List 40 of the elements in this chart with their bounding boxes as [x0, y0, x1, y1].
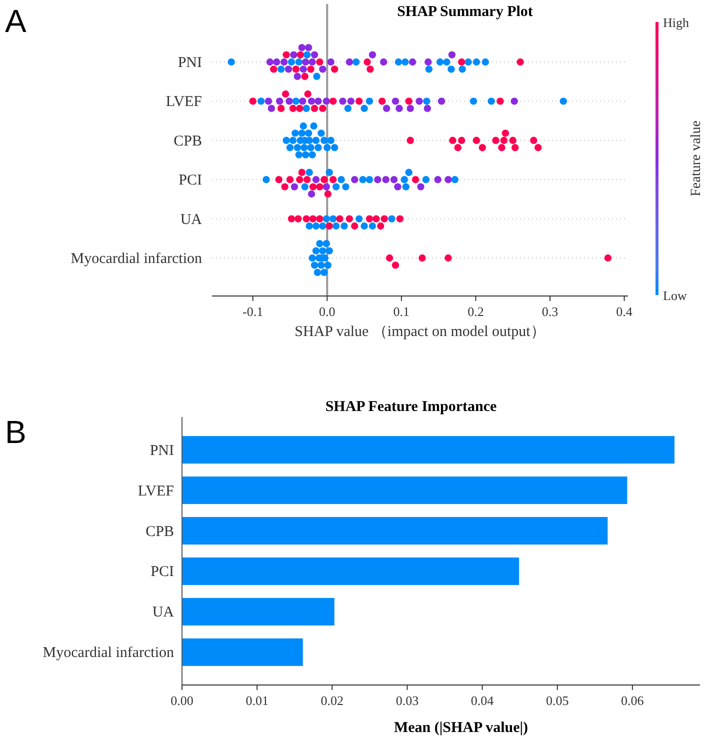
x-axis-title: SHAP value （impact on model output） [294, 324, 546, 340]
x-tick-label: 0.00 [170, 693, 194, 708]
x-tick-label: 0.04 [470, 693, 494, 708]
chart-title: SHAP Feature Importance [325, 399, 498, 415]
text: High [663, 15, 690, 30]
x-tick-label: 0.02 [320, 693, 344, 708]
bar [182, 557, 520, 585]
y-tick-label: PNI [150, 442, 174, 459]
text: A [5, 3, 27, 39]
y-tick-label: PCI [178, 172, 202, 189]
y-tick-label: UA [152, 604, 174, 621]
x-tick-label: -0.1 [242, 304, 264, 319]
y-tick-label: PCI [150, 564, 174, 580]
bar [182, 517, 608, 545]
x-tick-label: 0.05 [546, 693, 569, 708]
x-tick-label: 0.3 [542, 304, 558, 319]
y-tick-label: LVEF [138, 483, 174, 500]
x-tick-label: 0.01 [246, 693, 268, 708]
color-bar-title: Feature value [689, 120, 704, 196]
bar [182, 598, 334, 626]
x-axis-title: Mean (|SHAP value|) [394, 720, 528, 736]
text: B [5, 414, 26, 450]
y-tick-label: LVEF [166, 94, 202, 110]
y-tick-label: PNI [178, 55, 202, 71]
y-tick-label: UA [180, 212, 202, 228]
y-tick-label: CPB [146, 524, 174, 540]
x-tick-label: 0.06 [621, 693, 644, 708]
chart-title: SHAP Summary Plot [397, 4, 533, 20]
x-tick-label: 0.0 [319, 304, 336, 319]
bar [182, 476, 628, 504]
text: Low [663, 288, 688, 303]
x-tick-label: 0.1 [393, 304, 410, 319]
x-tick-label: 0.4 [616, 304, 633, 319]
y-tick-label: Myocardial infarction [70, 251, 202, 267]
bar [182, 638, 303, 666]
y-tick-label: Myocardial infarction [42, 645, 174, 662]
bar [182, 436, 674, 464]
x-tick-label: 0.2 [468, 304, 484, 319]
y-tick-label: CPB [174, 133, 202, 150]
x-tick-label: 0.03 [396, 693, 419, 708]
